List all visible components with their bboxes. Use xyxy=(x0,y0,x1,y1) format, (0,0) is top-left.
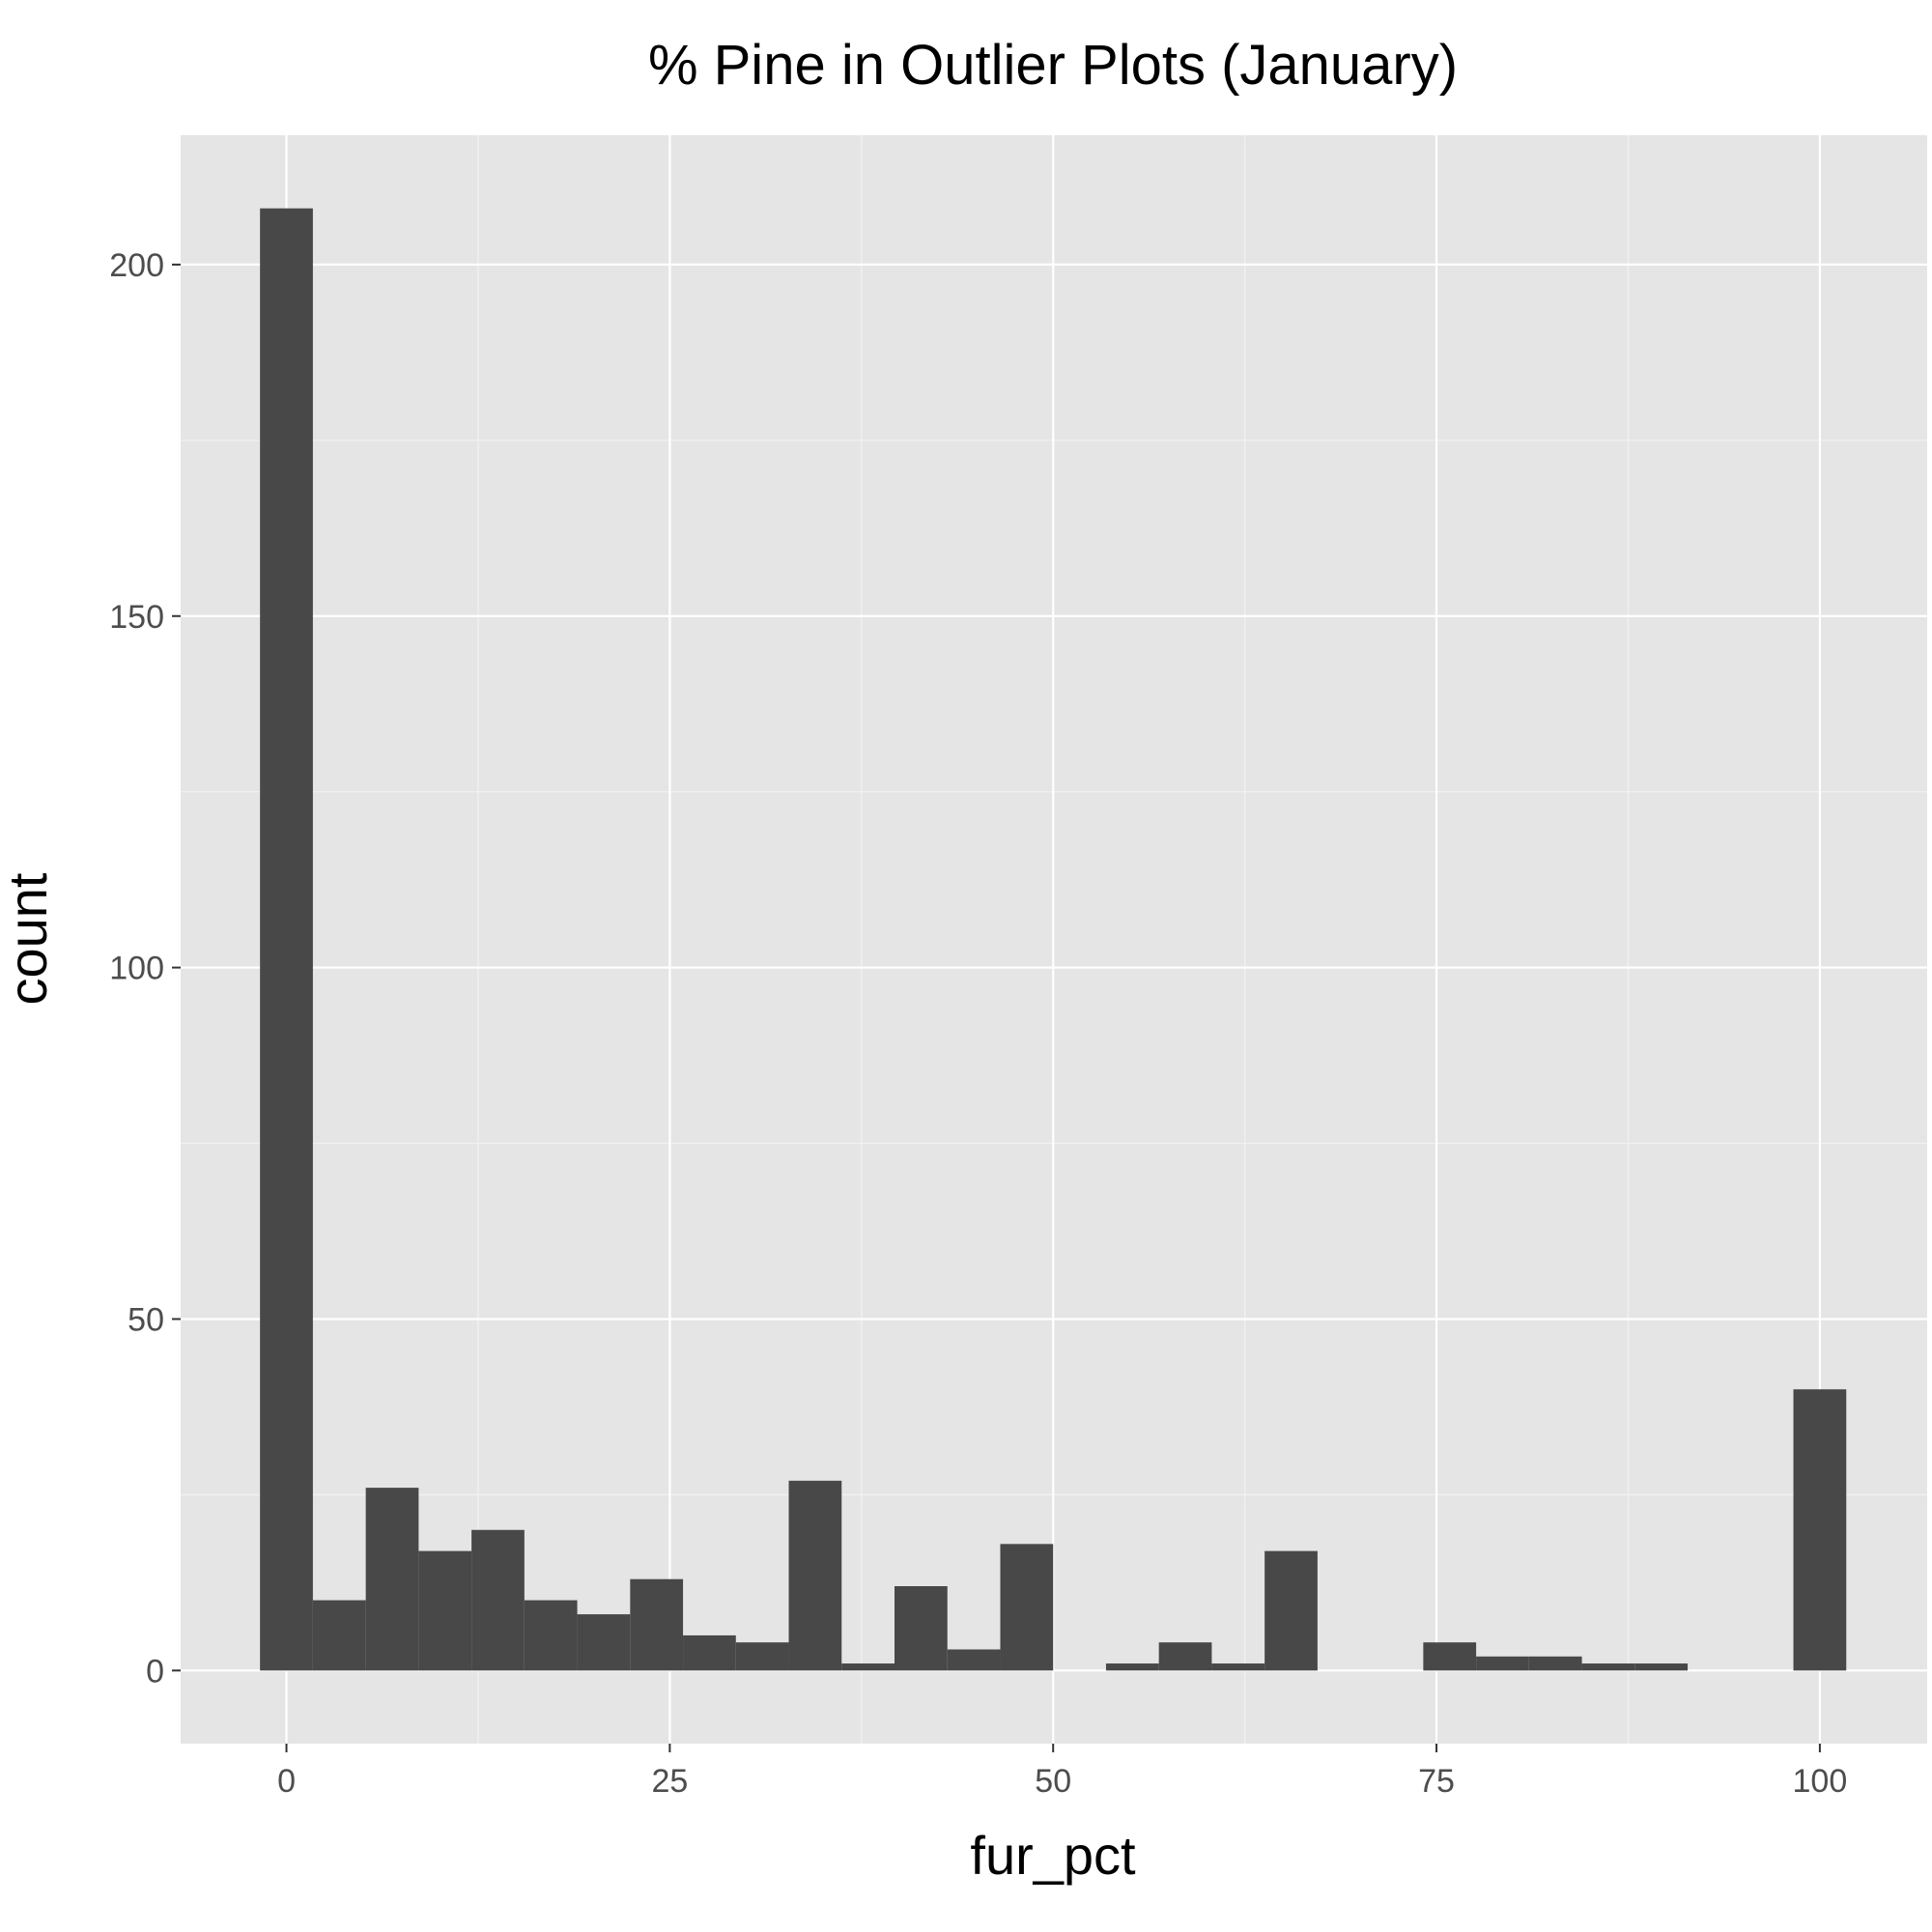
y-tick-label: 50 xyxy=(128,1301,164,1338)
histogram-bar xyxy=(1423,1642,1477,1671)
histogram-bar xyxy=(1581,1663,1635,1671)
histogram-bar xyxy=(1793,1389,1847,1671)
histogram-bar xyxy=(1105,1663,1159,1671)
y-tick-label: 0 xyxy=(146,1653,164,1690)
y-axis-ticks: 0 50 100 150 200 xyxy=(109,247,181,1690)
histogram-bar xyxy=(735,1642,789,1671)
histogram-bar xyxy=(471,1529,525,1671)
histogram-bar xyxy=(947,1649,1001,1671)
histogram-bar xyxy=(683,1634,736,1671)
plot-panel xyxy=(181,135,1927,1744)
histogram-bar xyxy=(1634,1663,1689,1671)
histogram-bar xyxy=(1528,1656,1582,1671)
x-tick-label: 75 xyxy=(1418,1763,1455,1800)
histogram-bar xyxy=(577,1614,631,1671)
y-tick-label: 100 xyxy=(109,951,164,987)
histogram-bar xyxy=(312,1600,366,1671)
histogram-bar xyxy=(1211,1663,1265,1671)
histogram-bar xyxy=(260,208,313,1671)
x-tick-label: 0 xyxy=(277,1763,296,1800)
histogram-bar xyxy=(418,1550,472,1671)
histogram-bar xyxy=(630,1578,684,1671)
histogram-bar xyxy=(788,1480,842,1671)
histogram-bar xyxy=(1158,1642,1212,1671)
x-axis-ticks: 0 25 50 75 100 xyxy=(277,1744,1847,1800)
x-tick-label: 50 xyxy=(1035,1763,1071,1800)
chart-title: % Pine in Outlier Plots (January) xyxy=(648,34,1458,97)
histogram-bar xyxy=(894,1585,948,1671)
histogram-bar xyxy=(841,1663,895,1671)
histogram-bar xyxy=(1000,1544,1054,1671)
histogram-bar xyxy=(365,1488,419,1671)
x-axis-title: fur_pct xyxy=(970,1825,1136,1886)
x-tick-label: 100 xyxy=(1793,1763,1848,1800)
x-tick-label: 25 xyxy=(651,1763,688,1800)
y-tick-label: 200 xyxy=(109,247,164,284)
y-axis-title: count xyxy=(0,872,58,1005)
y-tick-label: 150 xyxy=(109,599,164,636)
histogram-bar xyxy=(1264,1550,1318,1671)
histogram-bar xyxy=(524,1600,578,1671)
histogram-bar xyxy=(1476,1656,1529,1671)
